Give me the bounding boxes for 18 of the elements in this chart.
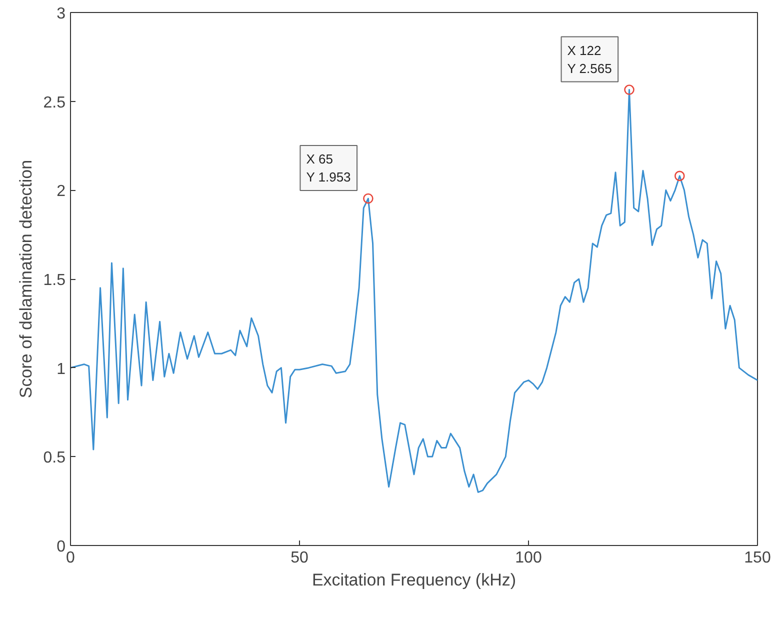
x-tick-label: 50: [290, 550, 308, 566]
y-tick-label: 1.5: [43, 272, 66, 289]
x-tick-label: 150: [744, 550, 771, 566]
point: [624, 84, 634, 95]
y-tick-label: 3: [56, 6, 66, 22]
line-series: [70, 89, 758, 493]
y-tick-label: 0: [56, 538, 66, 556]
y-tick-label: 2: [56, 183, 66, 200]
annotation: X 65 Y 1.953: [306, 152, 351, 185]
annotation: X 122 Y 2.565: [567, 42, 612, 76]
point: [674, 170, 685, 182]
x-tick-label: 100: [515, 550, 542, 566]
y-tick-label: 0.5: [43, 450, 66, 467]
y-tick-label: 1: [56, 360, 66, 378]
y-tick-label: 2.5: [43, 94, 66, 112]
y-axis-title: Score of delamination detection: [16, 160, 36, 398]
x-axis-title: Excitation Frequency (kHz): [312, 570, 516, 590]
point: [363, 193, 374, 204]
